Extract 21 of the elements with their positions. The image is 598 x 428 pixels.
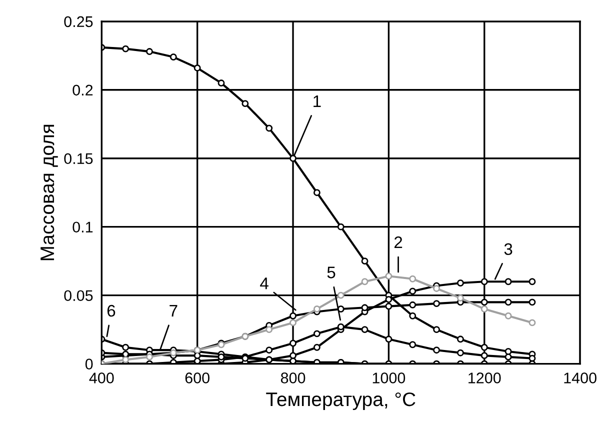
y-tick-label: 0.05 (64, 290, 93, 302)
x-tick-label: 600 (185, 372, 210, 384)
x-tick-label: 400 (89, 372, 114, 384)
annotation: 3 (504, 243, 512, 256)
y-tick-label: 0.15 (64, 153, 93, 164)
x-tick-label: 1400 (564, 372, 596, 384)
x-tick-label: 1200 (468, 372, 501, 384)
x-axis-title: Температура, °C (266, 392, 416, 410)
x-tick-label: 800 (280, 372, 306, 384)
x-tick-label: 1000 (372, 372, 406, 384)
y-tick-label: 0.1 (72, 222, 93, 233)
y-axis-title: Массовая доля (40, 124, 58, 260)
annotation: 6 (107, 304, 116, 317)
annotation: 5 (327, 266, 336, 278)
annotation: 1 (314, 96, 321, 107)
y-tick-label: 0.2 (72, 84, 93, 96)
y-tick-label: 0.25 (64, 16, 93, 28)
annotation: 4 (260, 278, 268, 290)
y-tick-label: 0 (85, 358, 93, 370)
annotation: 7 (170, 305, 178, 317)
annotation: 2 (394, 236, 402, 248)
